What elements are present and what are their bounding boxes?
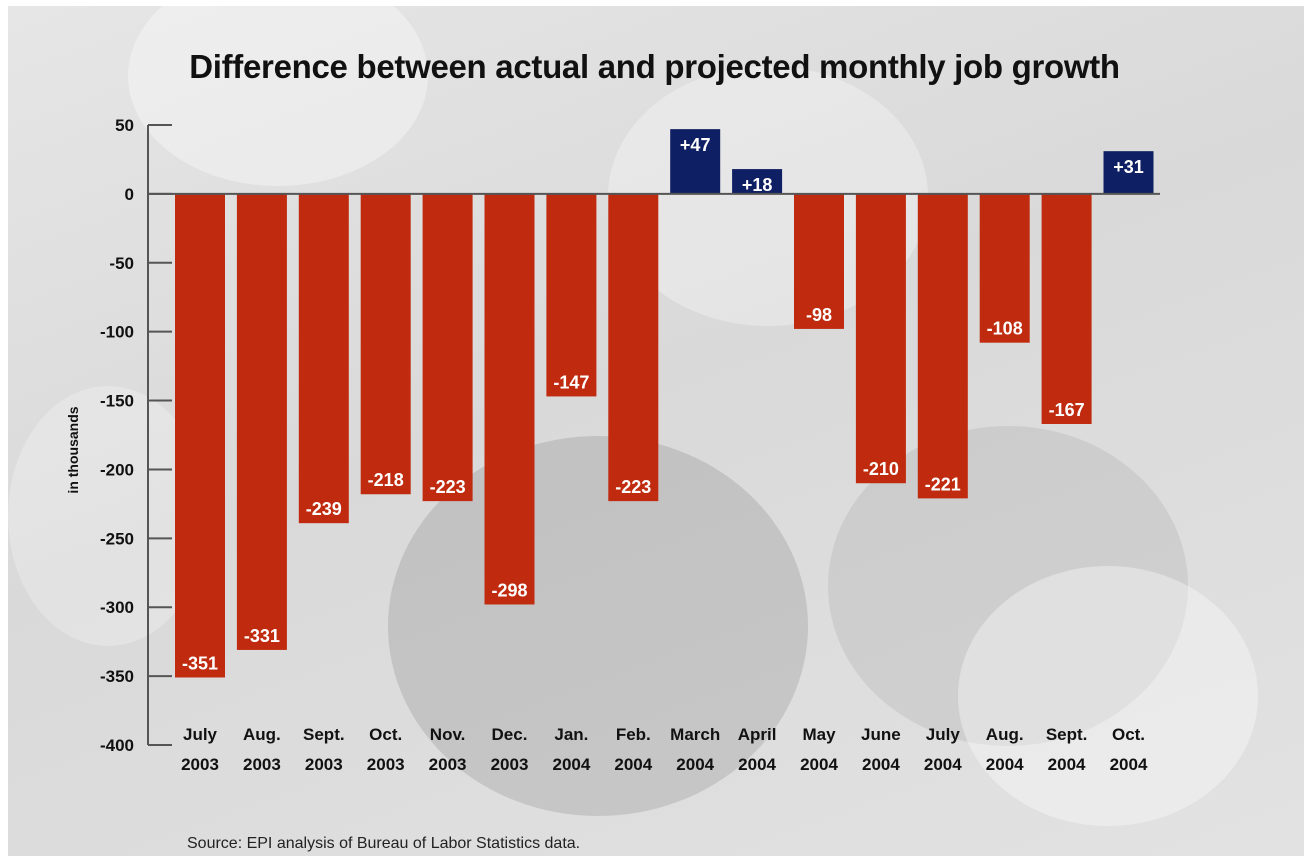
- y-tick-label: 50: [115, 116, 134, 135]
- bar: [546, 193, 597, 397]
- bar-value-label: -298: [491, 580, 527, 600]
- x-category-year: 2004: [614, 755, 652, 774]
- x-category-year: 2004: [1110, 755, 1148, 774]
- y-tick-label: -200: [100, 460, 134, 479]
- x-category-label: Sept.: [303, 725, 345, 744]
- bar: [917, 193, 968, 499]
- bar-value-label: -167: [1049, 400, 1085, 420]
- x-category-label: Aug.: [243, 725, 281, 744]
- x-category-label: Dec.: [492, 725, 528, 744]
- x-category-label: July: [183, 725, 218, 744]
- y-tick-label: -100: [100, 323, 134, 342]
- x-category-label: March: [670, 725, 720, 744]
- bar-value-label: -108: [987, 319, 1023, 339]
- x-category-year: 2003: [181, 755, 219, 774]
- y-tick-label: -250: [100, 529, 134, 548]
- bar: [422, 193, 473, 502]
- bar: [855, 193, 906, 484]
- y-tick-label: -300: [100, 598, 134, 617]
- x-category-label: Oct.: [1112, 725, 1145, 744]
- y-tick-label: -400: [100, 736, 134, 755]
- x-category-year: 2004: [1048, 755, 1086, 774]
- bar-value-label: -147: [553, 372, 589, 392]
- x-category-year: 2004: [924, 755, 962, 774]
- x-category-year: 2004: [986, 755, 1024, 774]
- bar-value-label: +18: [742, 175, 773, 195]
- bar-value-label: +31: [1113, 157, 1144, 177]
- bar-value-label: -223: [615, 477, 651, 497]
- x-category-year: 2003: [429, 755, 467, 774]
- bar: [732, 169, 783, 194]
- bar: [670, 129, 721, 194]
- bar: [1103, 151, 1154, 194]
- bar: [608, 193, 659, 502]
- bar-value-label: -210: [863, 459, 899, 479]
- y-tick-label: 0: [125, 185, 134, 204]
- x-category-year: 2004: [676, 755, 714, 774]
- bar: [794, 193, 844, 329]
- x-category-label: May: [802, 725, 836, 744]
- bar-value-label: -223: [430, 477, 466, 497]
- bar-value-label: -331: [244, 626, 280, 646]
- chart-title: Difference between actual and projected …: [189, 48, 1120, 85]
- x-category-year: 2003: [491, 755, 529, 774]
- x-category-label: Sept.: [1046, 725, 1088, 744]
- y-tick-label: -350: [100, 667, 134, 686]
- source-note: Source: EPI analysis of Bureau of Labor …: [187, 835, 581, 852]
- x-category-label: April: [738, 725, 777, 744]
- x-category-year: 2004: [738, 755, 776, 774]
- x-category-year: 2003: [243, 755, 281, 774]
- bar: [298, 193, 349, 524]
- y-tick-label: -50: [109, 254, 134, 273]
- bar-value-label: -218: [368, 470, 404, 490]
- x-category-label: June: [861, 725, 901, 744]
- x-category-year: 2004: [800, 755, 838, 774]
- bar-value-label: -98: [806, 305, 832, 325]
- bar: [979, 193, 1030, 343]
- x-category-label: Nov.: [430, 725, 466, 744]
- bar-value-label: -221: [925, 474, 961, 494]
- x-category-year: 2004: [552, 755, 590, 774]
- y-tick-label: -150: [100, 392, 134, 411]
- x-category-year: 2004: [862, 755, 900, 774]
- bar: [1041, 193, 1092, 424]
- bar: [236, 193, 287, 650]
- bar-value-label: -351: [182, 653, 218, 673]
- x-category-label: Oct.: [369, 725, 402, 744]
- x-category-label: Jan.: [554, 725, 588, 744]
- bar: [175, 193, 225, 678]
- x-category-label: Feb.: [616, 725, 651, 744]
- bar: [484, 193, 535, 605]
- x-category-year: 2003: [305, 755, 343, 774]
- x-category-label: July: [926, 725, 961, 744]
- chart-background: [8, 6, 1304, 856]
- bar-value-label: +47: [680, 135, 711, 155]
- bar: [360, 193, 411, 495]
- x-category-year: 2003: [367, 755, 405, 774]
- bar-value-label: -239: [306, 499, 342, 519]
- x-category-label: Aug.: [986, 725, 1024, 744]
